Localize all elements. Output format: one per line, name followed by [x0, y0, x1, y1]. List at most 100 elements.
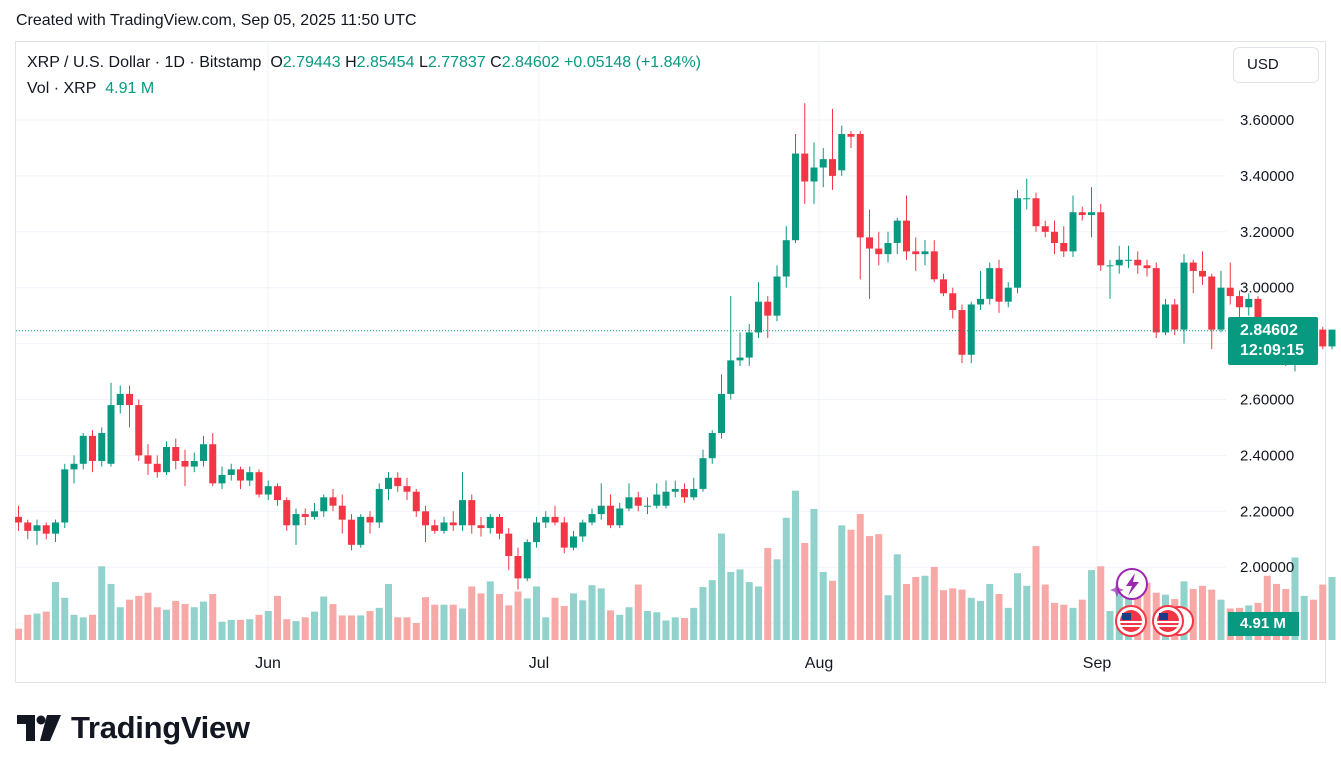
candle-body [1226, 287, 1234, 297]
volume-bar [505, 605, 513, 640]
candle [727, 296, 735, 400]
candle [755, 282, 762, 339]
candle-body [866, 237, 873, 249]
volume-bar [1217, 599, 1225, 640]
candle [551, 505, 559, 526]
candle [338, 494, 346, 534]
y-tick-label: 3.40000 [1240, 168, 1294, 185]
volume-bar [995, 594, 1003, 640]
candle [42, 522, 50, 540]
change-value: +0.05148 (+1.84%) [564, 54, 701, 71]
volume-value: 4.91 M [105, 80, 155, 97]
candle-body [264, 486, 272, 495]
candle [597, 483, 605, 520]
candle-body [699, 458, 707, 489]
volume-bar [218, 621, 226, 640]
y-tick-label: 3.60000 [1240, 112, 1294, 129]
candle-body [1023, 198, 1031, 200]
candle [412, 488, 420, 517]
volume-bar [1106, 611, 1114, 640]
candle [1106, 259, 1114, 299]
candle [181, 449, 189, 487]
volume-bar [1032, 546, 1040, 640]
candle [875, 231, 883, 266]
candle [838, 125, 846, 176]
volume-bar [838, 525, 846, 640]
candle [394, 472, 402, 492]
candle-body [847, 133, 855, 137]
close-value: 2.84602 [501, 54, 560, 71]
candle [1236, 290, 1243, 322]
candle-body [1134, 259, 1142, 266]
candle-body [357, 516, 365, 545]
volume-bar [866, 536, 873, 640]
candle-body [1004, 287, 1012, 302]
candle-body [755, 301, 762, 333]
candle [1152, 262, 1160, 339]
candle [292, 508, 300, 545]
volume-bar [209, 594, 217, 640]
candle-body [930, 251, 938, 280]
candle-body [486, 516, 494, 529]
candle-body [375, 488, 383, 523]
volume-bar [560, 605, 568, 640]
volume-bar [116, 607, 124, 640]
volume-label[interactable]: Vol · XRP [27, 80, 97, 97]
tradingview-brand[interactable]: TradingView [17, 710, 250, 746]
y-tick-label: 3.20000 [1240, 224, 1294, 241]
volume-bar [681, 617, 688, 640]
symbol-title[interactable]: XRP / U.S. Dollar · 1D · Bitstamp [27, 54, 262, 71]
candle [1217, 270, 1225, 333]
candle-body [977, 298, 984, 305]
candle-body [653, 494, 661, 506]
volume-bar [227, 619, 235, 640]
candle [995, 259, 1003, 313]
candle-body [144, 455, 152, 464]
candle-body [736, 357, 744, 361]
candle [662, 480, 670, 509]
candle [671, 480, 679, 498]
candle-body [348, 519, 355, 545]
candle [1069, 195, 1077, 257]
volume-bar [921, 575, 929, 640]
volume-bar [699, 587, 707, 640]
candle-body [1319, 329, 1327, 347]
candle-body [671, 488, 679, 492]
candle [505, 528, 513, 570]
candle [218, 466, 226, 489]
candle [930, 240, 938, 283]
candle-body [1097, 212, 1105, 266]
candle [829, 108, 836, 190]
last-price: 2.84602 [1240, 322, 1298, 339]
volume-bar [366, 611, 374, 640]
candle-body [773, 276, 781, 316]
volume-bars [15, 490, 1336, 640]
candle [311, 502, 318, 520]
candle [542, 511, 550, 529]
candle-body [662, 491, 670, 506]
candle [366, 511, 374, 534]
candle-body [1041, 226, 1049, 232]
volume-bar [625, 607, 633, 640]
candle [70, 455, 78, 484]
candle-body [829, 159, 836, 176]
candle-body [1115, 259, 1123, 266]
y-tick-label: 2.40000 [1240, 447, 1294, 464]
candle [1199, 251, 1206, 285]
volume-bar [597, 588, 605, 640]
candle [644, 497, 651, 515]
volume-bar [126, 599, 133, 640]
candle [921, 240, 929, 266]
candle-body [422, 511, 429, 526]
tradingview-logo-icon [17, 715, 61, 741]
bar-countdown: 12:09:15 [1240, 342, 1305, 359]
volume-bar [893, 554, 901, 640]
volume-bar [1199, 585, 1206, 640]
volume-bar [98, 566, 106, 640]
volume-legend: Vol · XRP 4.91 M [27, 80, 154, 98]
volume-bar [338, 615, 346, 640]
candle [246, 466, 254, 487]
candle [634, 491, 642, 512]
currency-button[interactable]: USD [1233, 47, 1319, 83]
